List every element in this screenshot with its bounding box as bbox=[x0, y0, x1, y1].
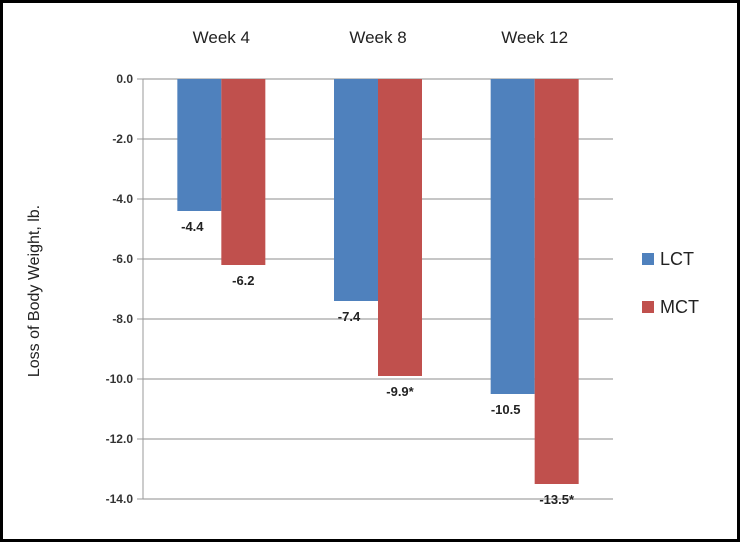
data-label: -6.2 bbox=[232, 273, 254, 288]
bar-mct bbox=[221, 79, 266, 265]
bar-lct bbox=[490, 79, 535, 394]
legend-label-lct: LCT bbox=[660, 249, 694, 269]
y-tick-label: -12.0 bbox=[106, 432, 134, 446]
y-tick-label: -8.0 bbox=[112, 312, 133, 326]
y-tick-label: -10.0 bbox=[106, 372, 134, 386]
chart-frame: 0.0 -2.0 -4.0 -6.0 -8.0 -10.0 -12.0 -14.0 Week … bbox=[3, 3, 737, 539]
category-labels: Week 4 Week 8 Week 12 bbox=[193, 28, 568, 47]
category-label: Week 8 bbox=[349, 28, 406, 47]
y-tick-label: -2.0 bbox=[112, 132, 133, 146]
bar-mct bbox=[534, 79, 579, 484]
y-tick-label: -4.0 bbox=[112, 192, 133, 206]
bar-lct bbox=[177, 79, 222, 211]
legend-swatch-mct bbox=[642, 301, 654, 313]
y-tick-label: 0.0 bbox=[116, 72, 133, 86]
y-axis-label: Loss of Body Weight, lb. bbox=[26, 205, 43, 377]
bar-chart: 0.0 -2.0 -4.0 -6.0 -8.0 -10.0 -12.0 -14.0 Week … bbox=[26, 28, 699, 507]
y-tick-labels: 0.0 -2.0 -4.0 -6.0 -8.0 -10.0 -12.0 -14.0 bbox=[106, 72, 134, 506]
data-labels: -4.4 -6.2 -7.4 -9.9* -10.5 -13.5* bbox=[181, 219, 575, 507]
data-label: -9.9* bbox=[386, 384, 414, 399]
data-label: -7.4 bbox=[338, 309, 361, 324]
data-label: -13.5* bbox=[539, 492, 575, 507]
legend-label-mct: MCT bbox=[660, 297, 699, 317]
bars bbox=[177, 79, 579, 484]
category-label: Week 4 bbox=[193, 28, 250, 47]
legend-swatch-lct bbox=[642, 253, 654, 265]
data-label: -10.5 bbox=[491, 402, 521, 417]
bar-mct bbox=[378, 79, 422, 376]
y-tick-label: -14.0 bbox=[106, 492, 134, 506]
y-tick-label: -6.0 bbox=[112, 252, 133, 266]
bar-lct bbox=[334, 79, 378, 301]
legend: LCT MCT bbox=[642, 249, 699, 317]
data-label: -4.4 bbox=[181, 219, 204, 234]
category-label: Week 12 bbox=[501, 28, 568, 47]
